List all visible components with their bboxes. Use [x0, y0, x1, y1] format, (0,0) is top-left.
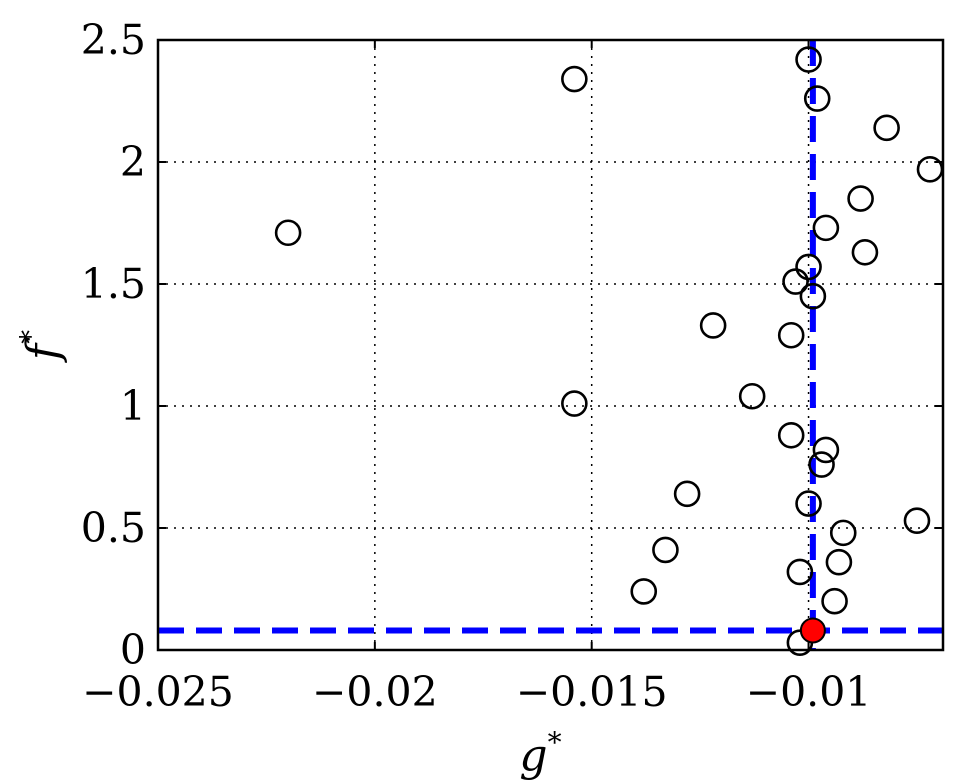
data-point [795, 253, 822, 281]
data-point [851, 238, 879, 266]
plot-frame [156, 38, 945, 652]
data-point [699, 312, 727, 339]
highlighted-point [799, 617, 826, 644]
data-point [803, 85, 831, 112]
data-point [847, 185, 874, 212]
y-axis-label: f* [14, 330, 69, 363]
x-axis-label: g* [519, 726, 561, 781]
highlighted-points [799, 617, 826, 644]
data-point [873, 114, 900, 142]
data-point [795, 46, 822, 73]
data-point [777, 421, 805, 449]
data-point [821, 587, 848, 615]
data-point [812, 436, 840, 464]
x-axis-ticks: −0.025 −0.02 −0.015 −0.01 [82, 40, 871, 716]
data-point [825, 548, 853, 576]
data-point [274, 219, 302, 247]
data-point [777, 321, 805, 349]
y-tick-label: 2 [120, 138, 146, 186]
x-tick-label: −0.01 [746, 668, 872, 716]
data-point [561, 65, 588, 93]
data-point [630, 578, 658, 605]
data-point [673, 480, 701, 508]
y-tick-label: 2.5 [81, 16, 146, 64]
reference-lines [158, 40, 943, 650]
x-tick-label: −0.015 [516, 668, 668, 716]
data-point [799, 282, 827, 310]
data-point [738, 382, 766, 410]
y-tick-label: 1 [120, 382, 146, 430]
x-tick-label: −0.02 [312, 668, 438, 716]
data-point [786, 558, 814, 586]
data-point [916, 156, 944, 183]
data-point [903, 507, 931, 534]
y-axis-ticks: 0 0.5 1 1.5 2 2.5 [81, 16, 943, 674]
data-point [808, 451, 835, 478]
grid-lines [158, 40, 943, 650]
x-tick-label: −0.025 [82, 668, 234, 716]
data-point [652, 536, 679, 564]
data-points [274, 46, 944, 656]
data-point [561, 390, 588, 417]
data-point [829, 519, 857, 547]
y-tick-label: 0 [120, 626, 146, 674]
data-point [812, 214, 840, 242]
y-tick-label: 0.5 [81, 504, 146, 552]
data-point [795, 490, 822, 517]
y-tick-label: 1.5 [81, 260, 146, 308]
